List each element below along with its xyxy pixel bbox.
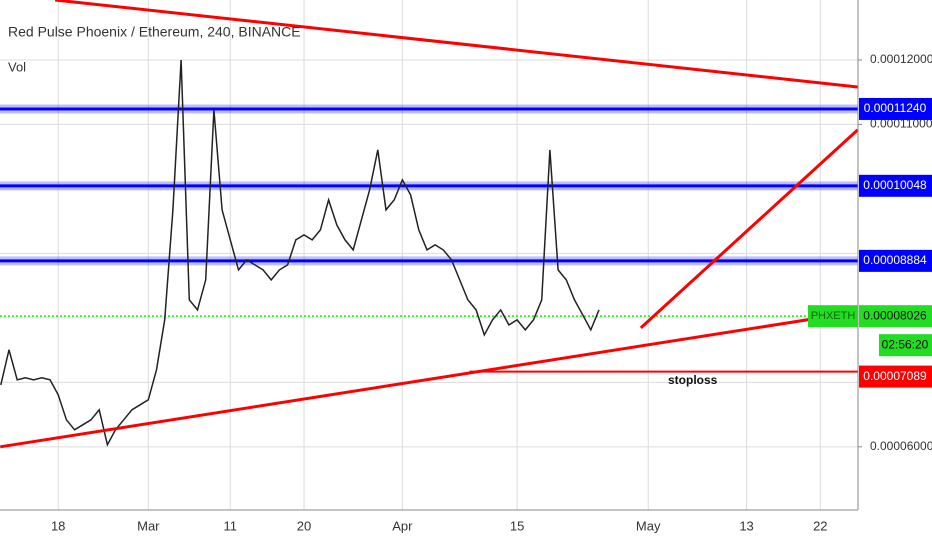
stoploss-label-box (859, 365, 932, 388)
current-label-box (859, 305, 932, 328)
level-label: 0.00010048 (863, 178, 927, 192)
x-tick-label: 18 (51, 518, 65, 533)
indicator-label: Vol (8, 59, 26, 74)
x-tick-label: 15 (510, 518, 524, 533)
level-label-box (859, 97, 932, 120)
level-label: 0.00011240 (864, 101, 927, 115)
y-tick-label: 0.00011000 (870, 117, 932, 131)
x-tick-label: 22 (813, 518, 827, 533)
x-tick-label: 13 (739, 518, 753, 533)
level-label-box (859, 249, 932, 272)
level-label-box (859, 174, 932, 197)
y-tick-label: 0.00006000 (870, 439, 932, 453)
stoploss-label: 0.00007089 (863, 369, 927, 383)
x-tick-label: 20 (297, 518, 311, 533)
x-tick-label: May (636, 518, 661, 533)
stoploss-annotation: stoploss (668, 373, 718, 387)
trend-line (0, 310, 858, 449)
chart-title: Red Pulse Phoenix / Ethereum, 240, BINAN… (8, 24, 301, 40)
symbol-label-box (808, 305, 858, 328)
trend-line (54, 0, 858, 89)
countdown-box (879, 334, 932, 357)
trend-line (639, 128, 859, 329)
y-tick-label: 0.00012000 (870, 52, 932, 66)
x-tick-label: Mar (137, 518, 160, 533)
level-label: 0.00008884 (863, 253, 927, 267)
countdown-label: 02:56:20 (882, 337, 929, 351)
price-line (0, 59, 600, 447)
x-tick-label: 11 (224, 518, 238, 533)
current-label: 0.00008026 (863, 308, 927, 322)
symbol-label: PHXETH (811, 310, 856, 322)
x-tick-label: Apr (392, 518, 413, 533)
